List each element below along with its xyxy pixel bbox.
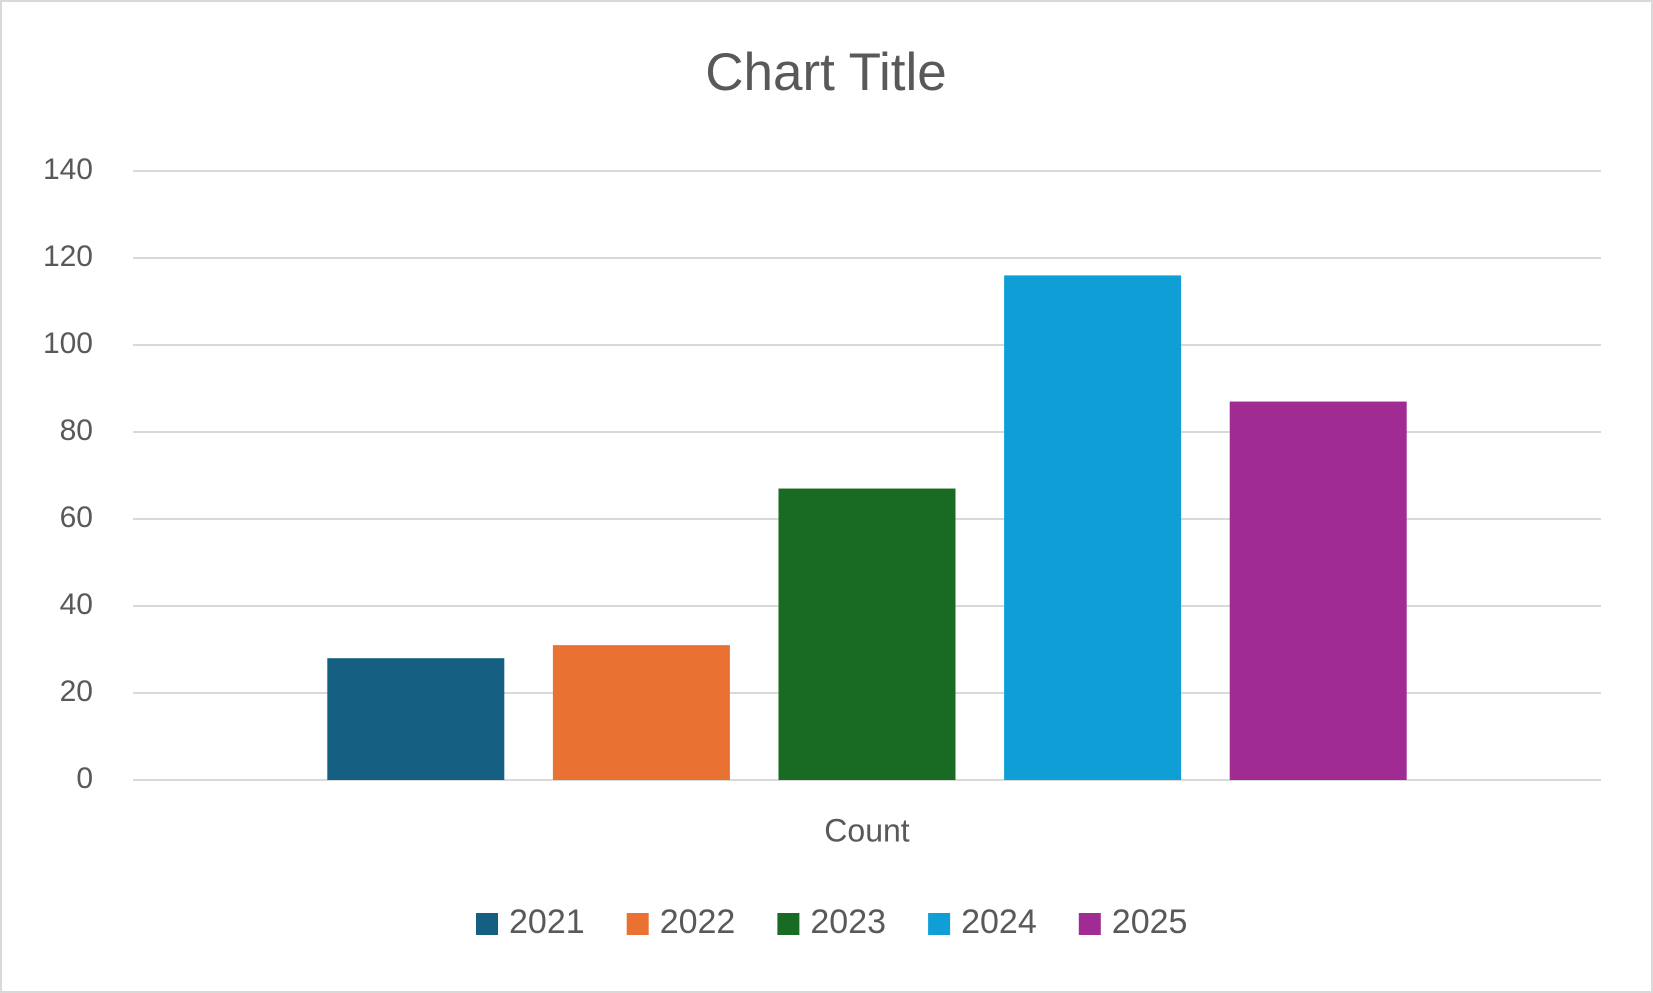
legend-swatch	[627, 913, 649, 935]
legend-label: 2023	[810, 903, 886, 941]
y-tick-label: 120	[43, 240, 93, 273]
bar	[1230, 402, 1407, 780]
legend-label: 2024	[961, 903, 1037, 941]
chart-title: Chart Title	[705, 43, 947, 102]
page: Chart Title 0 20 40 60 80 100 120 140 Count 2021 2…	[0, 0, 1653, 993]
legend-label: 2022	[660, 903, 736, 941]
x-tick-label: Count	[824, 812, 910, 848]
legend-swatch	[928, 913, 950, 935]
bar	[327, 658, 504, 780]
bar	[1004, 275, 1181, 780]
legend-swatch	[777, 913, 799, 935]
legend-swatch	[1079, 913, 1101, 935]
y-tick-label: 140	[43, 153, 93, 186]
chart: Chart Title 0 20 40 60 80 100 120 140 Count 2021 2…	[0, 0, 1653, 993]
y-tick-label: 40	[60, 588, 93, 621]
y-tick-label: 60	[60, 501, 93, 534]
bar	[553, 645, 730, 780]
y-tick-label: 80	[60, 414, 93, 447]
legend-swatch	[476, 913, 498, 935]
y-tick-label: 0	[76, 762, 93, 795]
legend-label: 2021	[509, 903, 585, 941]
y-tick-label: 100	[43, 327, 93, 360]
bar	[779, 489, 956, 780]
legend-label: 2025	[1112, 903, 1188, 941]
y-tick-label: 20	[60, 675, 93, 708]
